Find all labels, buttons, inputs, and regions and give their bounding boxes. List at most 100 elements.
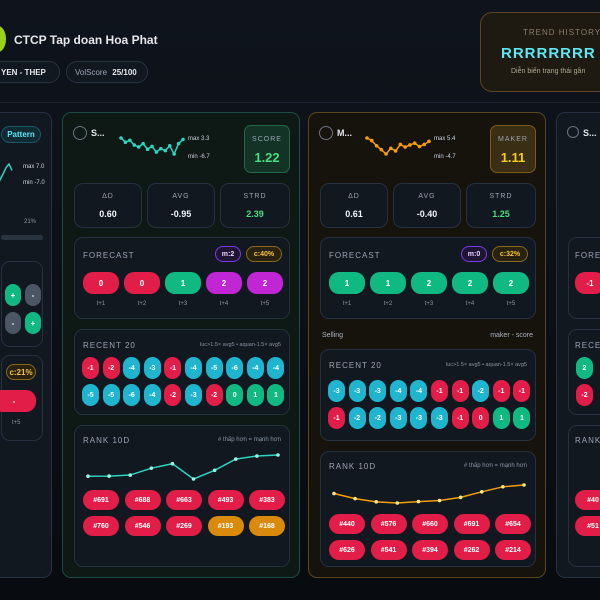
panel-icon [73,126,87,140]
pattern-tag: Pattern [1,126,41,143]
spark-dot [86,474,90,479]
recent-pill: 1 [492,407,510,429]
recent-pill: -4 [389,380,407,402]
forecast-pill: 0 [124,272,160,294]
rank-pill: #383 [249,490,285,510]
rank-pill: #394 [412,540,448,560]
spark-dot [255,454,259,458]
spark-dot [276,453,280,457]
spark-dot [353,496,357,501]
spark-dot [163,148,168,153]
spark-dot [150,144,154,149]
rank-pill: #654 [495,514,531,534]
spark-dot [403,145,407,149]
spark-dot [212,468,217,473]
spark-dot [181,137,185,142]
forecast-box: FORECAST m:0 c:32% 1 t+1 1 t+2 2 t+3 2 t+4 2 t+5 [320,237,536,319]
trend-title: TREND HISTORY [523,28,600,37]
spark-dot [416,499,421,504]
rank-note: # thấp hơn = mạnh hơn [463,463,527,469]
score-label: SCORE [252,136,282,143]
grid-pill: + [25,312,41,334]
recent-pill: -5 [82,384,99,406]
rank-pill: #760 [83,516,119,536]
recent-pill: -3 [348,380,366,402]
rank-note: # thấp hơn = mạnh hơn [217,437,281,443]
panel-icon [567,126,579,138]
recent-box: RECENT 20 luc>1.5× avg5 • aquan-1.5× avg5… [320,349,536,441]
recent-pill: -3 [185,384,202,406]
recent-pill: -1 [492,380,510,402]
spark-dot [332,491,336,496]
spark-dot [176,141,181,146]
forecast-step: t+4 [219,301,229,307]
spark-dot [233,457,238,461]
rank-pill: #193 [207,516,244,536]
spark-dot [398,142,403,147]
spark-dot [132,143,137,147]
forecast-step: t+3 [178,301,188,307]
grid-box: + - - + [1,261,43,347]
score-box: MAKER 1.11 [490,125,536,173]
spark-dot [365,136,369,140]
side-right: maker - score [490,332,533,339]
spark-dot [145,147,150,152]
sparkline [365,136,431,156]
rank-pill: #626 [329,540,365,560]
forecast-step: t+5 [506,301,516,307]
forecast-box: FORE -1 [568,237,600,319]
spark-max: max 7.0 [23,164,45,170]
spark-dot [159,146,163,151]
percent: 21% [24,219,37,225]
panel-name: M... [337,128,352,138]
forecast-pill: 1 [329,272,365,294]
score-value: 1.11 [500,150,526,165]
stat-value: 0.60 [99,209,117,219]
recent-pill: 1 [513,407,531,429]
spark-dot [501,485,505,489]
stat-value: 2.39 [246,209,264,219]
recent-pill: -2 [576,384,593,406]
recent-pill: -2 [205,384,223,406]
spark-dot [393,149,398,153]
stat-label: AVG [418,193,436,200]
forecast-title: FORECAST [83,251,135,260]
recent-pill: -2 [472,380,490,402]
spark-dot [422,142,427,147]
rank-title: RANK 10D [329,462,377,471]
recent-pill: -1 [328,407,345,429]
forecast-title: FORECAST [329,251,381,260]
rank-pill: #546 [124,516,161,536]
forecast-pill: 0 [83,272,119,294]
forecast-step: t+3 [424,301,434,307]
rank-pill: #541 [370,540,407,560]
spark-dot [123,140,128,145]
spark-line [0,162,13,182]
volscore-label: VolScore [75,68,108,77]
recent-pill: -5 [102,384,120,406]
forecast-step: t+4 [465,301,475,307]
forecast-pill: 2 [206,272,242,294]
recent-pill: 0 [226,384,244,406]
recent-pill: -3 [431,407,448,429]
recent-pill: -1 [451,380,469,402]
forecast-pill: - [0,390,36,412]
confidence-tag: c:32% [492,246,528,262]
rank-pill: #214 [495,540,531,560]
spark-dot [191,477,196,481]
panel-name: S... [583,128,597,138]
side-left: Selling [322,332,344,339]
forecast-step: t+5 [260,301,270,307]
rank-pill: #440 [329,514,365,534]
spark-dot [136,145,141,149]
recent-pill: -6 [123,384,141,406]
spark-min: min -7.0 [23,180,45,186]
stat-label: ΔD [102,193,114,200]
step: t+5 [12,420,21,426]
forecast-pill: 2 [247,272,283,294]
left-panel: Pattern max 7.0 min -7.0 21% + - - + c:21% - t+5 [0,112,52,578]
stat-value: -0.95 [170,209,192,219]
spark-dot [167,144,172,148]
recent-pill: -3 [328,380,345,402]
spark-dot [128,138,132,143]
